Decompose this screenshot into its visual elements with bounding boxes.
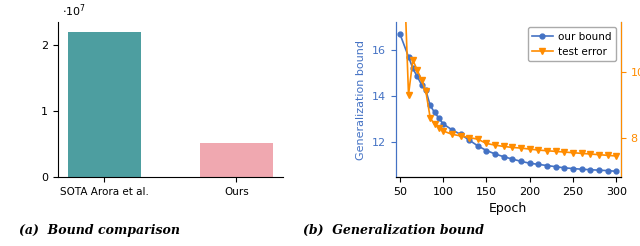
our bound [474, 144, 482, 147]
test error [448, 133, 456, 136]
our bound [534, 163, 542, 166]
our bound [578, 168, 586, 171]
our bound [517, 160, 525, 163]
test error [509, 146, 516, 149]
our bound [431, 111, 438, 114]
Text: $\cdot10^7$: $\cdot10^7$ [62, 2, 86, 19]
test error [431, 123, 438, 126]
our bound [509, 158, 516, 161]
our bound [587, 168, 595, 171]
test error [587, 153, 595, 155]
test error [578, 152, 586, 155]
test error [474, 138, 482, 141]
test error [570, 151, 577, 154]
test error [612, 154, 620, 157]
test error [595, 153, 603, 156]
test error [404, 93, 412, 96]
test error [413, 68, 421, 71]
our bound [457, 133, 465, 136]
our bound [526, 162, 534, 165]
our bound [448, 128, 456, 131]
our bound [404, 55, 412, 58]
Bar [68, 32, 141, 177]
test error [534, 149, 542, 152]
test error [418, 78, 426, 81]
test error [409, 59, 417, 62]
test error [426, 116, 434, 119]
our bound [413, 75, 421, 78]
Text: (a)  Bound comparison: (a) Bound comparison [19, 224, 180, 237]
our bound [552, 165, 559, 168]
test error [526, 148, 534, 151]
test error [552, 150, 559, 153]
test error [435, 126, 443, 129]
our bound [439, 123, 447, 125]
test error [604, 154, 612, 157]
test error [457, 134, 465, 137]
Y-axis label: Generalization bound: Generalization bound [356, 40, 366, 160]
our bound [612, 170, 620, 173]
test error [500, 145, 508, 148]
our bound [561, 166, 568, 169]
test error [465, 136, 473, 139]
our bound [396, 32, 404, 35]
our bound [595, 169, 603, 172]
Bar [200, 143, 273, 177]
our bound [409, 67, 417, 70]
our bound [426, 104, 434, 107]
our bound [465, 139, 473, 142]
our bound [543, 164, 551, 167]
Line: our bound: our bound [397, 31, 619, 174]
test error [517, 147, 525, 150]
our bound [418, 83, 426, 86]
test error [483, 142, 490, 145]
our bound [422, 89, 429, 92]
test error [422, 90, 429, 93]
our bound [435, 117, 443, 120]
our bound [483, 149, 490, 152]
our bound [570, 167, 577, 170]
our bound [492, 153, 499, 155]
test error [543, 149, 551, 152]
test error [439, 129, 447, 132]
Legend: our bound, test error: our bound, test error [528, 27, 616, 61]
our bound [500, 155, 508, 158]
test error [492, 144, 499, 147]
test error [561, 151, 568, 154]
our bound [604, 169, 612, 172]
X-axis label: Epoch: Epoch [489, 202, 527, 215]
Line: test error: test error [397, 0, 620, 159]
Text: (b)  Generalization bound: (b) Generalization bound [303, 224, 484, 237]
